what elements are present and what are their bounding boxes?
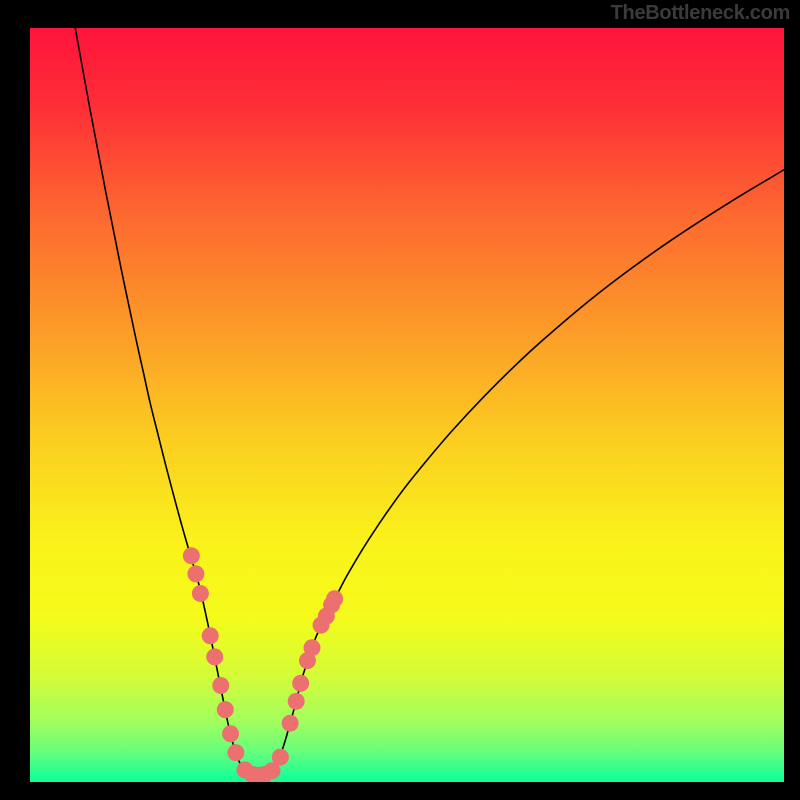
chart-plot-area	[30, 28, 784, 782]
chart-container: TheBottleneck.com	[0, 0, 800, 800]
curve-plot	[30, 28, 784, 782]
watermark-text: TheBottleneck.com	[611, 2, 790, 25]
